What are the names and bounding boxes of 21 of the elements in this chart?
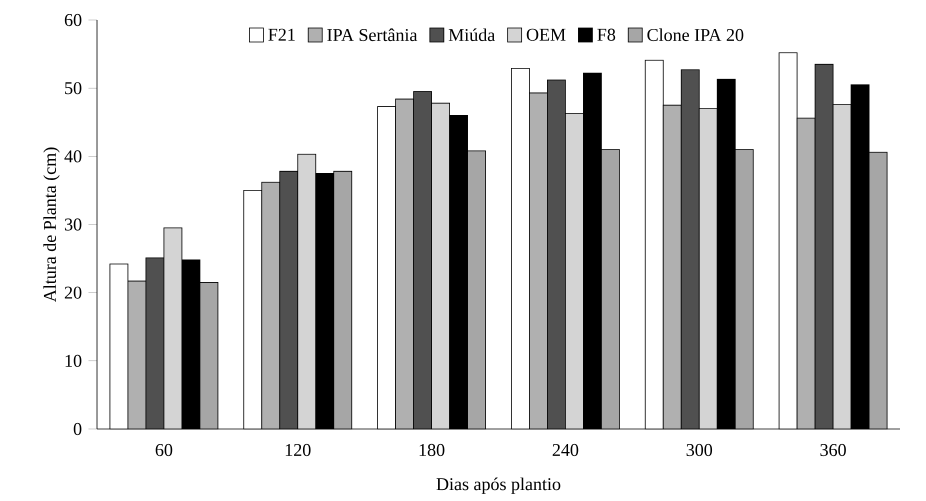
legend-label: Clone IPA 20 [647, 28, 744, 42]
x-tick-label: 180 [420, 444, 444, 456]
y-tick-label: 30 [64, 218, 82, 231]
x-tick-label: 120 [286, 444, 311, 456]
x-axis-title: Dias após plantio [436, 478, 560, 494]
y-tick-label: 40 [64, 150, 82, 162]
y-tick-label: 20 [64, 286, 82, 299]
x-tick-label: 360 [820, 444, 846, 456]
x-tick-label: 240 [552, 444, 578, 456]
y-tick-label: 50 [65, 82, 82, 94]
legend-label: Miúda [448, 28, 495, 42]
y-tick-label: 10 [66, 354, 82, 367]
legend-label: F8 [597, 28, 616, 41]
legend-label: F21 [268, 28, 295, 41]
y-tick-label: 60 [64, 14, 82, 26]
legend-label: IPA Sertânia [327, 28, 418, 42]
x-tick-label: 60 [156, 444, 172, 456]
y-axis-title: Altura de Planta (cm) [43, 148, 60, 302]
x-tick-label: 300 [686, 444, 712, 456]
legend-label: OEM [526, 28, 566, 41]
y-tick-label: 0 [74, 422, 82, 436]
